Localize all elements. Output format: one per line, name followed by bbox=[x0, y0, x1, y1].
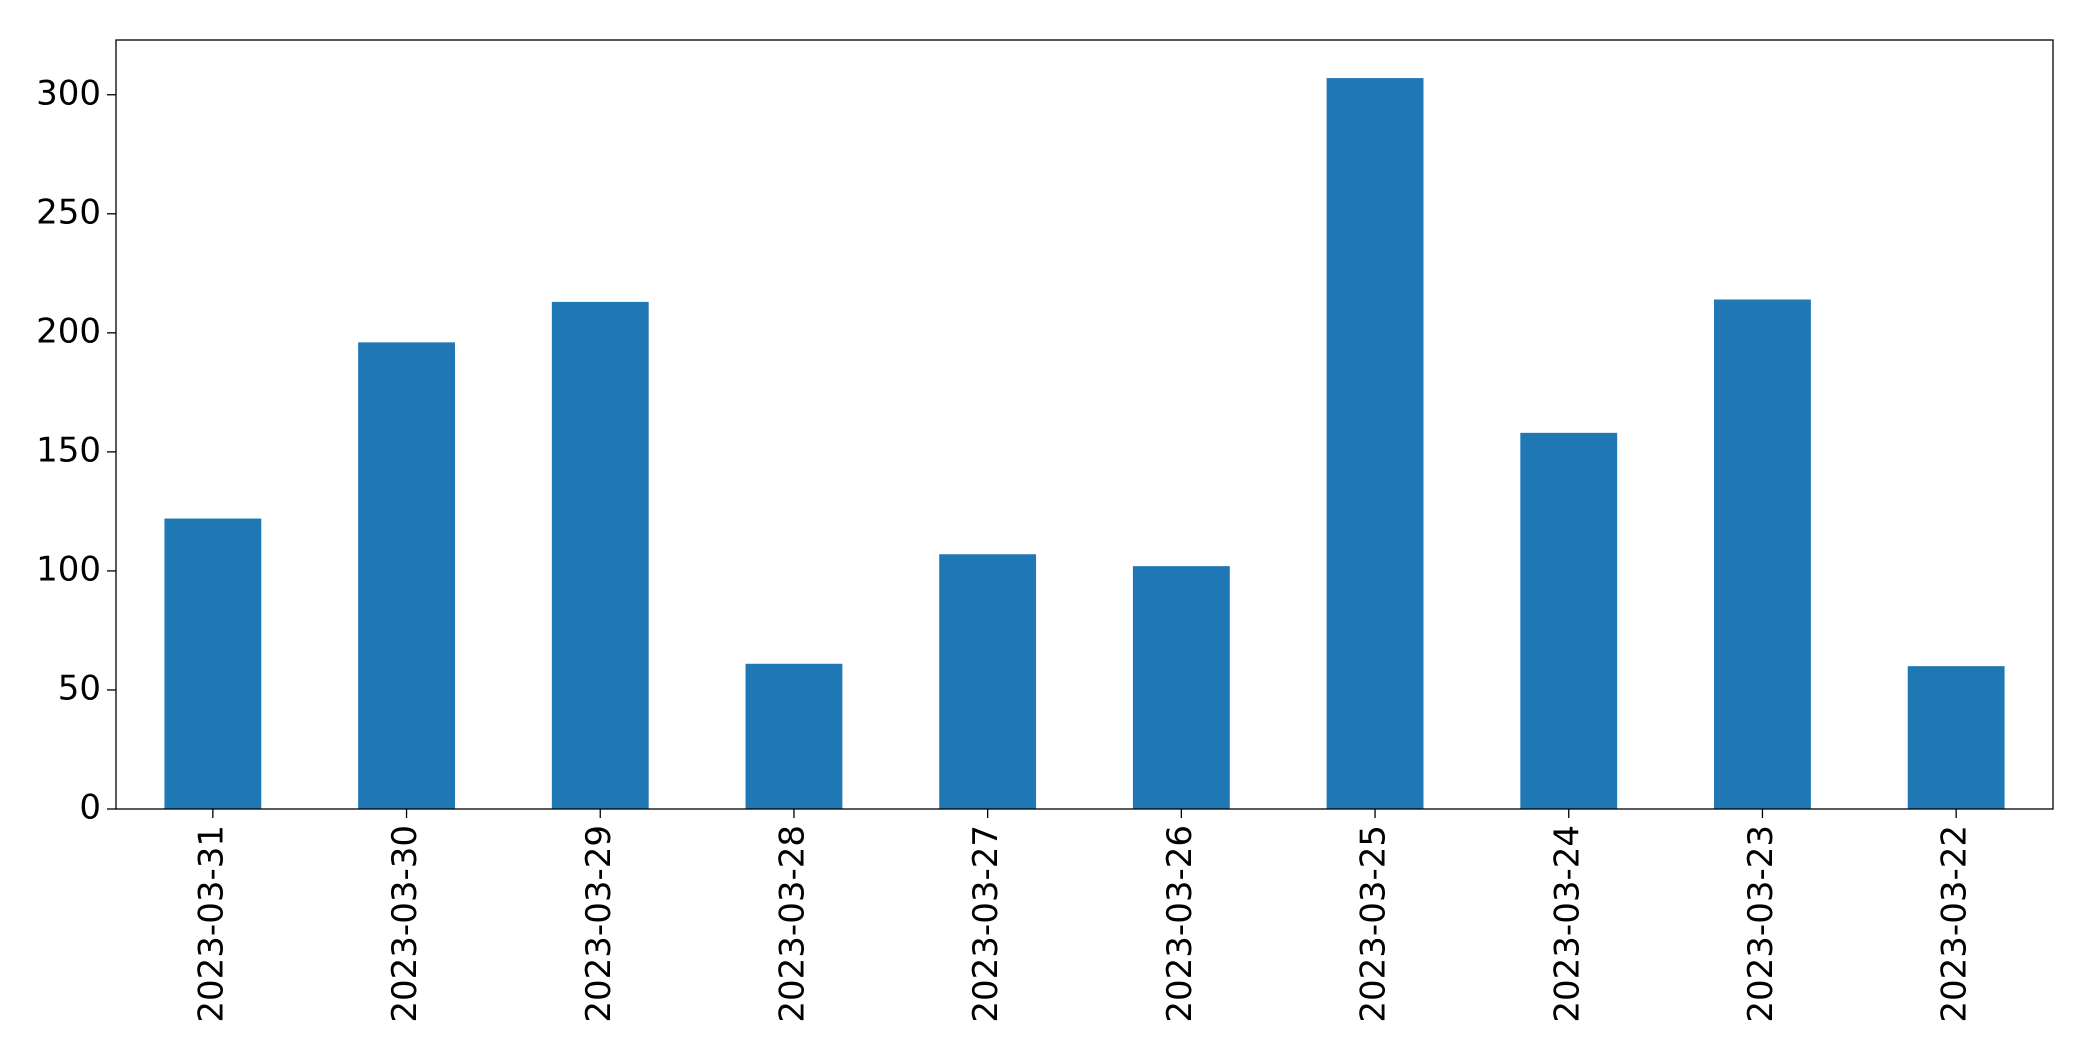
x-tick-label: 2023-03-26 bbox=[1160, 825, 1200, 1023]
y-tick-label: 100 bbox=[36, 549, 101, 589]
y-tick-label: 150 bbox=[36, 430, 101, 470]
x-tick-label: 2023-03-28 bbox=[772, 825, 812, 1023]
bar bbox=[1520, 432, 1618, 809]
plot-frame bbox=[115, 39, 2054, 810]
x-tick-label: 2023-03-27 bbox=[966, 825, 1006, 1023]
x-tick-label: 2023-03-31 bbox=[191, 825, 231, 1023]
bar bbox=[745, 663, 843, 809]
bar bbox=[551, 301, 649, 809]
y-tick-label: 300 bbox=[36, 73, 101, 113]
bar bbox=[1714, 299, 1811, 809]
bar bbox=[1132, 566, 1230, 809]
x-tick-label: 2023-03-22 bbox=[1935, 825, 1975, 1023]
bar bbox=[164, 518, 262, 809]
bar bbox=[358, 342, 455, 809]
x-tick-label: 2023-03-24 bbox=[1547, 825, 1587, 1023]
x-tick-label: 2023-03-23 bbox=[1741, 825, 1781, 1023]
y-tick-label: 250 bbox=[36, 192, 101, 232]
bar bbox=[1326, 78, 1424, 809]
x-tick-label: 2023-03-25 bbox=[1354, 825, 1394, 1023]
y-tick-label: 0 bbox=[79, 788, 101, 828]
y-tick-label: 50 bbox=[58, 668, 101, 708]
x-tick-label: 2023-03-29 bbox=[579, 825, 619, 1023]
bar bbox=[939, 554, 1037, 809]
y-tick-label: 200 bbox=[36, 311, 101, 351]
x-tick-label: 2023-03-30 bbox=[385, 825, 425, 1023]
bar bbox=[1907, 666, 2005, 809]
